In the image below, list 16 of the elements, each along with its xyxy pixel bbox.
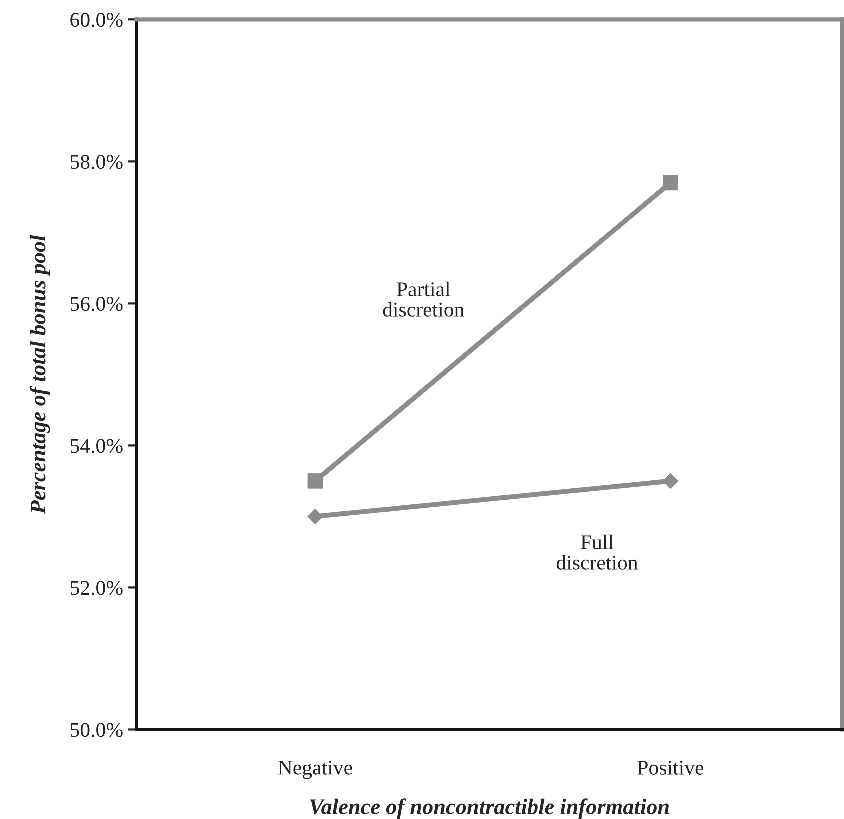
series-label: Partial discretion [383,282,464,317]
y-tick-label: 60.0% [70,13,123,28]
y-axis-title: Percentage of total bonus pool [30,235,50,514]
point [308,474,324,489]
y-tick-label: 50.0% [70,723,123,738]
y-tick-label: 54.0% [70,439,123,454]
x-axis-title: Valence of noncontractible information [310,798,669,819]
point [662,473,679,490]
y-tick-label: 56.0% [70,297,123,312]
point [663,175,678,191]
y-tick-label: 52.0% [70,581,123,596]
text: Full discretion [556,534,638,570]
point [308,508,324,525]
x-tick-label: Positive [638,760,704,775]
x-tick-label: Negative [278,760,352,780]
y-tick-label: 58.0% [70,155,123,170]
